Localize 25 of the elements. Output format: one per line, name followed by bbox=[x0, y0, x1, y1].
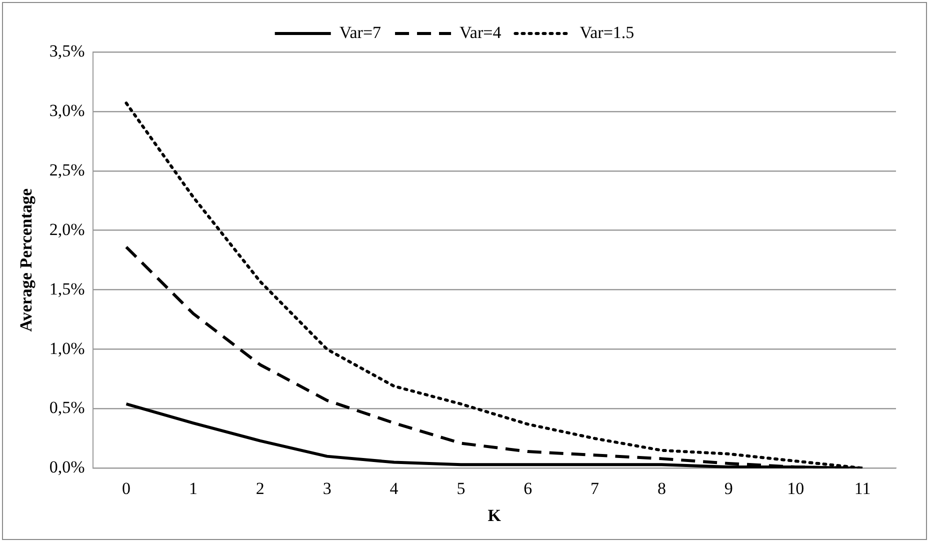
x-tick-label: 10 bbox=[787, 478, 804, 498]
y-tick-label: 1,0% bbox=[49, 338, 85, 358]
y-tick-label: 0,5% bbox=[49, 398, 85, 418]
y-axis-title: Average Percentage bbox=[16, 188, 36, 332]
x-tick-label: 9 bbox=[724, 478, 733, 498]
x-tick-label: 8 bbox=[657, 478, 666, 498]
x-tick-label: 6 bbox=[524, 478, 532, 498]
x-tick-label: 1 bbox=[188, 478, 198, 498]
y-tick-label: 0,0% bbox=[49, 458, 85, 477]
y-tick-label: 2,0% bbox=[49, 220, 85, 239]
y-tick-label: 2,5% bbox=[49, 160, 85, 180]
x-tick-label: 7 bbox=[590, 478, 600, 498]
x-tick-label: 5 bbox=[456, 478, 466, 498]
x-axis-title: K bbox=[488, 506, 502, 526]
x-tick-label: 0 bbox=[122, 478, 131, 498]
legend-label: Var=4 bbox=[460, 22, 502, 42]
x-tick-label: 4 bbox=[390, 478, 399, 498]
legend-label: Var=1.5 bbox=[580, 22, 634, 42]
x-tick-label: 11 bbox=[854, 478, 871, 498]
y-tick-label: 1,5% bbox=[49, 279, 85, 298]
x-tick-label: 3 bbox=[322, 478, 332, 498]
legend-label: Var=7 bbox=[339, 22, 382, 42]
y-tick-label: 3,5% bbox=[49, 41, 85, 60]
y-tick-label: 3,0% bbox=[49, 100, 85, 120]
x-tick-label: 2 bbox=[256, 478, 264, 498]
